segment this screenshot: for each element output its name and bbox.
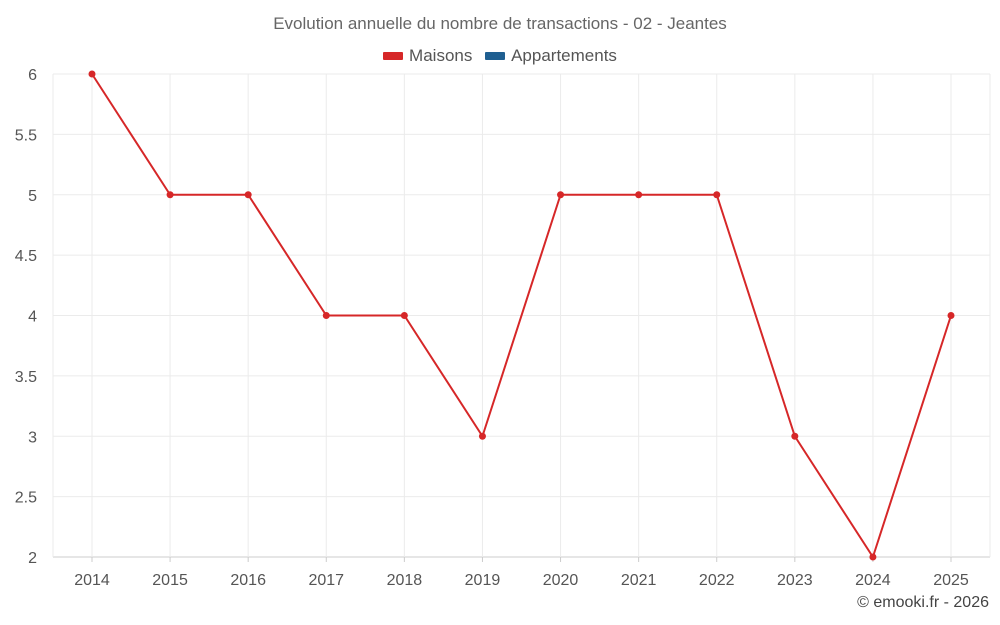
data-point xyxy=(557,191,565,199)
legend-item-maisons[interactable]: Maisons xyxy=(383,46,472,66)
y-tick-label: 5 xyxy=(28,188,37,205)
x-tick-label: 2015 xyxy=(152,572,188,589)
x-tick-label: 2018 xyxy=(387,572,423,589)
data-point xyxy=(88,70,96,78)
chart-title: Evolution annuelle du nombre de transact… xyxy=(273,14,727,33)
chart-legend: Maisons Appartements xyxy=(0,45,1000,66)
legend-swatch-appartements xyxy=(485,52,506,60)
data-point xyxy=(400,312,408,319)
data-point xyxy=(635,191,643,199)
data-point xyxy=(478,432,486,440)
x-tick-label: 2023 xyxy=(777,572,813,589)
y-tick-label: 3.5 xyxy=(15,369,37,386)
legend-swatch-maisons xyxy=(383,52,404,60)
legend-item-appartements[interactable]: Appartements xyxy=(485,46,617,66)
legend-label-appartements: Appartements xyxy=(511,46,617,65)
copyright-footer: © emooki.fr - 2026 xyxy=(857,594,989,611)
x-tick-label: 2021 xyxy=(621,572,657,589)
series-line-maisons xyxy=(91,73,952,558)
y-tick-label: 4 xyxy=(28,309,37,326)
x-tick-label: 2016 xyxy=(230,572,266,589)
data-point xyxy=(244,191,252,199)
y-tick-label: 6 xyxy=(28,67,37,84)
x-tick-label: 2014 xyxy=(74,572,110,589)
y-tick-label: 4.5 xyxy=(15,248,37,265)
data-point xyxy=(791,432,799,440)
x-tick-label: 2022 xyxy=(699,572,735,589)
data-point xyxy=(166,191,174,199)
x-tick-label: 2019 xyxy=(465,572,501,589)
y-tick-label: 3 xyxy=(28,429,37,446)
data-point xyxy=(322,312,330,319)
data-point xyxy=(713,191,721,199)
y-tick-label: 2 xyxy=(28,550,37,567)
y-tick-label: 5.5 xyxy=(15,127,37,144)
data-point xyxy=(869,553,877,561)
data-point xyxy=(947,312,955,319)
x-tick-label: 2020 xyxy=(543,572,579,589)
y-tick-label: 2.5 xyxy=(15,490,37,507)
x-tick-label: 2024 xyxy=(855,572,891,589)
legend-label-maisons: Maisons xyxy=(409,46,473,65)
x-tick-label: 2017 xyxy=(308,572,344,589)
x-tick-label: 2025 xyxy=(933,572,969,589)
